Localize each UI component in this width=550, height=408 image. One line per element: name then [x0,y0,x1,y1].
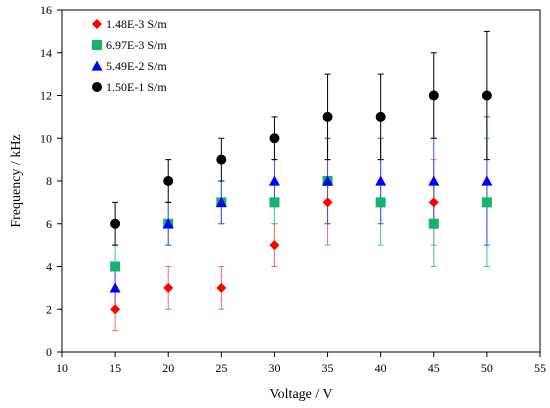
data-point [163,282,174,293]
legend-marker-shape [92,19,102,29]
legend-marker-shape [91,60,103,71]
legend-entry-2: 6.97E-3 S/m [92,38,167,52]
x-tick-label: 50 [481,361,493,375]
error-bar-series-2 [112,137,490,289]
data-point [322,175,334,186]
data-point [269,240,280,251]
x-axis-title: Voltage / V [269,387,332,402]
y-tick-label: 14 [40,46,52,60]
data-point [163,176,174,186]
data-point [269,133,280,144]
legend-entry-1: 1.48E-3 S/m [92,17,167,31]
legend-entry-3: 5.49E-2 S/m [91,59,167,73]
y-tick-label: 6 [46,217,52,231]
x-tick-label: 40 [375,361,387,375]
data-point [428,218,439,229]
y-tick-label: 8 [46,174,52,188]
x-tick-label: 45 [428,361,440,375]
data-point [268,175,280,186]
data-markers [109,90,493,315]
marker-series-4 [110,90,492,229]
data-point [428,197,439,208]
data-point [216,282,227,293]
data-point [215,196,227,208]
y-axis: 0 2 4 6 8 10 12 14 16 [40,3,62,359]
y-tick-label: 10 [40,131,52,145]
data-point [481,90,492,101]
legend-label: 1.48E-3 S/m [106,17,167,31]
data-point [110,218,121,229]
legend-marker-shape [92,40,102,50]
legend-label: 1.50E-1 S/m [106,80,167,94]
data-point [110,261,121,272]
legend-marker [91,60,103,71]
data-point [375,197,386,208]
x-tick-label: 55 [534,361,546,375]
x-tick-label: 30 [268,361,280,375]
x-tick-label: 15 [109,361,121,375]
data-point [322,197,333,208]
legend-marker [92,19,102,29]
y-tick-label: 12 [40,89,52,103]
data-point [109,282,121,293]
x-tick-label: 25 [215,361,227,375]
data-point [428,90,439,101]
legend-label: 6.97E-3 S/m [106,38,167,52]
y-tick-label: 16 [40,3,52,17]
legend-marker [92,82,102,92]
data-point [375,111,386,122]
data-point [481,197,492,208]
data-point [322,111,333,122]
error-bar-series-4 [112,30,490,246]
data-point [481,175,493,186]
data-point [110,304,121,315]
x-tick-label: 20 [162,361,174,375]
y-tick-label: 4 [46,260,52,274]
x-tick-label: 35 [322,361,334,375]
data-point [428,175,440,186]
marker-series-3 [109,175,493,293]
y-axis-title: Frequency / kHz [9,134,24,227]
legend-marker [92,40,102,50]
x-tick-label: 10 [56,361,68,375]
legend-marker-shape [92,82,102,92]
legend-label: 5.49E-2 S/m [106,59,167,73]
data-point [375,175,387,186]
data-point [216,154,227,165]
error-bar-series-3 [112,116,490,310]
y-tick-label: 0 [46,345,52,359]
y-tick-label: 2 [46,302,52,316]
legend-entry-4: 1.50E-1 S/m [92,80,167,94]
data-point [162,218,174,229]
data-point [269,197,280,208]
legend: 1.48E-3 S/m 6.97E-3 S/m 5.49E-2 S/m 1.50… [91,17,167,94]
x-axis: 10 15 20 25 30 35 40 45 50 55 [56,352,546,375]
marker-series-1 [110,197,439,315]
